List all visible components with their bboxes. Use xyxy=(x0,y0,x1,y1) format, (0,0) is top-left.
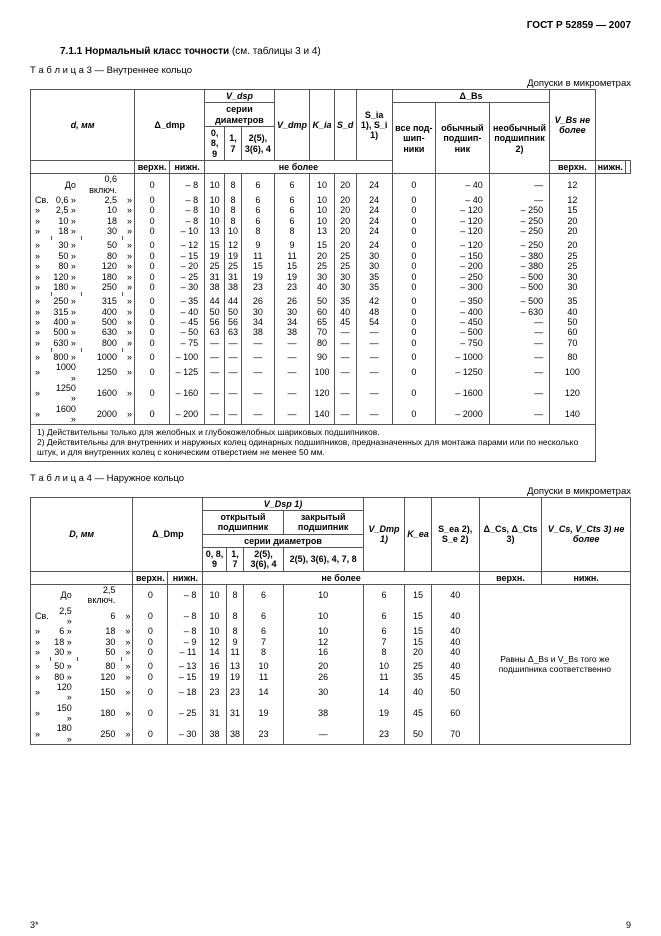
table4-tolerance: Допуски в микрометрах xyxy=(30,486,631,497)
section-title: 7.1.1 Нормальный класс точности (см. таб… xyxy=(60,46,631,57)
footer: 3*9 xyxy=(30,920,631,930)
table4: D, мм Δ_Dmp V_Dsp 1) V_Dmp 1) K_ea S_ea … xyxy=(30,497,631,746)
standard-number: ГОСТ Р 52859 — 2007 xyxy=(30,20,631,31)
table4-caption: Т а б л и ц а 4 — Наружное кольцо xyxy=(30,473,631,484)
table3-footnotes: 1) Действительны только для желобных и г… xyxy=(31,425,596,461)
table3-caption: Т а б л и ц а 3 — Внутреннее кольцо xyxy=(30,65,631,76)
table3-tolerance: Допуски в микрометрах xyxy=(30,78,631,89)
table3: d, мм Δ_dmp V_dsp V_dmp K_ia S_d S_ia 1)… xyxy=(30,89,631,462)
